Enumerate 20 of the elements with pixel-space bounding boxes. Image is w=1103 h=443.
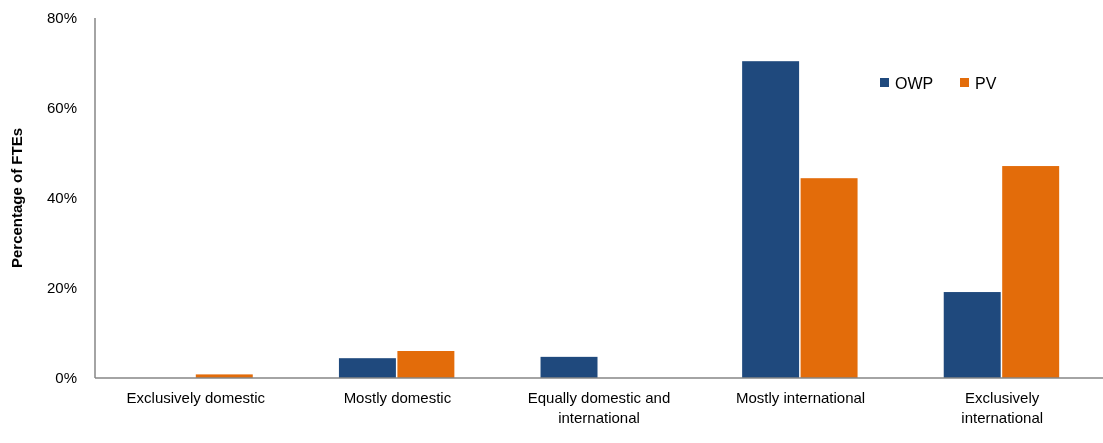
legend-label: PV [975,74,997,92]
x-tick-label: Mostly domestic [343,389,452,406]
x-tick-label: Exclusively domestic [126,389,266,406]
x-tick-label: Exclusively international [961,389,1044,426]
bar [742,61,800,378]
y-tick-label: 60% [46,99,77,117]
y-tick-label: 20% [46,279,77,297]
bar [800,178,858,378]
y-tick-label: 40% [46,189,77,207]
bar [943,292,1001,378]
y-tick-label: 0% [55,369,77,387]
x-tick-label: Mostly international [735,389,866,406]
bar [540,356,598,378]
bar [1002,166,1060,378]
legend-label: OWP [895,74,934,92]
y-axis-title: Percentage of FTEs [8,127,25,269]
bar [338,358,396,378]
y-tick-label: 80% [46,9,77,27]
bar [397,351,455,378]
x-tick-label: Equally domestic and international [527,389,671,426]
